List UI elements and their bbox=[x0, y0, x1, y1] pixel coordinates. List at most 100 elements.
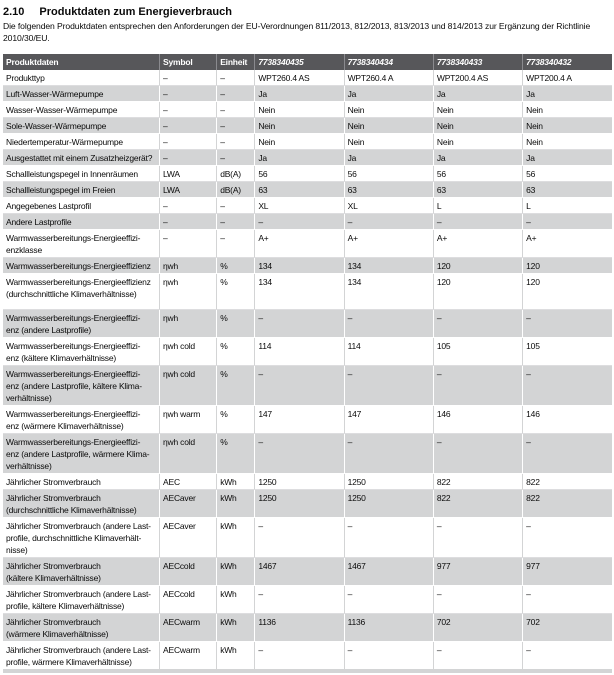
row-value: 1136 bbox=[254, 613, 345, 642]
intro-text: Die folgenden Produktdaten entsprechen d… bbox=[3, 21, 591, 43]
row-symbol: LWA bbox=[158, 181, 217, 198]
row-label: Warmwasserbereitungs-Energieeffizi- enz … bbox=[3, 309, 160, 338]
table-header-row: Produktdaten Symbol Einheit 7738340435 77383… bbox=[3, 54, 612, 70]
row-symbol: ηwh bbox=[158, 273, 217, 310]
row-value: WPT200.4 AS bbox=[432, 70, 523, 86]
row-symbol: ηwh bbox=[158, 257, 217, 274]
row-label: Warmwasserbereitungs-Energieeffizi- enz … bbox=[3, 365, 160, 406]
row-label: Jährlicher Stromverbrauch (andere Last- … bbox=[3, 585, 160, 614]
row-value: – bbox=[343, 641, 434, 672]
section-header: 2.10 Produktdaten zum Energieverbrauch D… bbox=[3, 6, 612, 44]
row-value: 56 bbox=[432, 165, 523, 182]
table-row: Produkttyp – – WPT260.4 AS WPT260.4 A WPT200.… bbox=[3, 70, 612, 86]
table-body: Produkttyp – – WPT260.4 AS WPT260.4 A WPT200.… bbox=[3, 70, 612, 672]
row-value: 134 bbox=[343, 273, 434, 310]
row-value: – bbox=[432, 585, 523, 614]
table-row: Schallleistungspegel in Innenräumen LWA dB… bbox=[3, 165, 612, 182]
row-unit: % bbox=[216, 273, 255, 310]
row-label: Warmwasserbereitungs-Energieeffizienz (d… bbox=[3, 273, 160, 310]
row-value: Nein bbox=[432, 133, 523, 150]
row-value: – bbox=[522, 365, 612, 406]
row-value: 114 bbox=[254, 337, 345, 366]
row-value: – bbox=[254, 309, 345, 338]
row-symbol: AECcold bbox=[158, 557, 217, 586]
row-label: Jährlicher Stromverbrauch (wärmere Klima… bbox=[3, 613, 160, 642]
table-row: Warmwasserbereitungs-Energieeffizienz (d… bbox=[3, 273, 612, 310]
row-value: – bbox=[343, 213, 434, 230]
row-value: Nein bbox=[432, 117, 523, 134]
row-value: 105 bbox=[522, 337, 612, 366]
row-symbol: – bbox=[158, 70, 217, 86]
row-symbol: – bbox=[158, 85, 217, 102]
row-unit: % bbox=[216, 433, 255, 474]
row-label: Sole-Wasser-Wärmepumpe bbox=[3, 117, 160, 134]
row-value: Nein bbox=[343, 117, 434, 134]
table-row: Warmwasserbereitungs-Energieeffizi- enzk… bbox=[3, 229, 612, 258]
column-header-7738340432: 7738340432 bbox=[522, 54, 612, 70]
row-label: Warmwasserbereitungs-Energieeffizi- enz … bbox=[3, 433, 160, 474]
row-symbol: ηwh cold bbox=[158, 433, 217, 474]
table-row: Jährlicher Stromverbrauch AEC kWh 1250 1250 8… bbox=[3, 473, 612, 490]
table-row: Schallleistungspegel im Freien LWA dB(A) 63… bbox=[3, 181, 612, 198]
row-value: 1467 bbox=[254, 557, 345, 586]
row-value: – bbox=[254, 517, 345, 558]
row-value: 1250 bbox=[343, 473, 434, 490]
row-value: 56 bbox=[254, 165, 345, 182]
table-row: Warmwasserbereitungs-Energieeffizi- enz … bbox=[3, 433, 612, 474]
row-value: L bbox=[432, 197, 523, 214]
row-value: – bbox=[432, 365, 523, 406]
row-value: 114 bbox=[343, 337, 434, 366]
product-data-table: Produktdaten Symbol Einheit 7738340435 77383… bbox=[3, 54, 612, 673]
row-unit: – bbox=[216, 149, 255, 166]
row-value: A+ bbox=[432, 229, 523, 258]
row-symbol: – bbox=[158, 229, 217, 258]
row-unit: % bbox=[216, 337, 255, 366]
row-label: Niedertemperatur-Wärmepumpe bbox=[3, 133, 160, 150]
row-value: – bbox=[432, 517, 523, 558]
row-label: Jährlicher Stromverbrauch bbox=[3, 473, 160, 490]
row-unit: kWh bbox=[216, 641, 255, 672]
row-value: 134 bbox=[254, 273, 345, 310]
row-value: WPT260.4 A bbox=[343, 70, 434, 86]
row-value: – bbox=[343, 517, 434, 558]
row-symbol: – bbox=[158, 133, 217, 150]
row-symbol: AEC bbox=[158, 473, 217, 490]
row-label: Andere Lastprofile bbox=[3, 213, 160, 230]
column-header-7738340435: 7738340435 bbox=[254, 54, 345, 70]
table-row: Warmwasserbereitungs-Energieeffizi- enz … bbox=[3, 337, 612, 366]
row-value: 822 bbox=[522, 473, 612, 490]
row-value: L bbox=[522, 197, 612, 214]
row-value: 702 bbox=[522, 613, 612, 642]
row-value: – bbox=[254, 433, 345, 474]
row-value: Ja bbox=[254, 149, 345, 166]
row-symbol: AECcold bbox=[158, 585, 217, 614]
row-symbol: AECaver bbox=[158, 517, 217, 558]
row-value: – bbox=[343, 433, 434, 474]
row-value: – bbox=[254, 585, 345, 614]
column-header-7738340434: 7738340434 bbox=[343, 54, 434, 70]
row-value: – bbox=[522, 213, 612, 230]
column-header-symbol: Symbol bbox=[158, 54, 217, 70]
row-label: Warmwasserbereitungs-Energieeffizienz bbox=[3, 257, 160, 274]
row-value: – bbox=[522, 309, 612, 338]
row-symbol: ηwh bbox=[158, 309, 217, 338]
row-value: – bbox=[522, 517, 612, 558]
row-unit: – bbox=[216, 229, 255, 258]
row-value: 147 bbox=[254, 405, 345, 434]
row-value: – bbox=[432, 641, 523, 672]
row-label: Jährlicher Stromverbrauch (andere Last- … bbox=[3, 641, 160, 672]
row-label: Schallleistungspegel in Innenräumen bbox=[3, 165, 160, 182]
row-value: – bbox=[343, 585, 434, 614]
row-unit: dB(A) bbox=[216, 165, 255, 182]
row-unit: kWh bbox=[216, 517, 255, 558]
row-value: – bbox=[522, 433, 612, 474]
row-unit: % bbox=[216, 365, 255, 406]
row-label: Jährlicher Stromverbrauch (andere Last- … bbox=[3, 517, 160, 558]
row-value: – bbox=[254, 365, 345, 406]
row-unit: – bbox=[216, 117, 255, 134]
row-value: 105 bbox=[432, 337, 523, 366]
row-value: – bbox=[254, 213, 345, 230]
row-value: Ja bbox=[254, 85, 345, 102]
row-value: XL bbox=[254, 197, 345, 214]
table-row: Ausgestattet mit einem Zusatzheizgerät? –… bbox=[3, 149, 612, 166]
